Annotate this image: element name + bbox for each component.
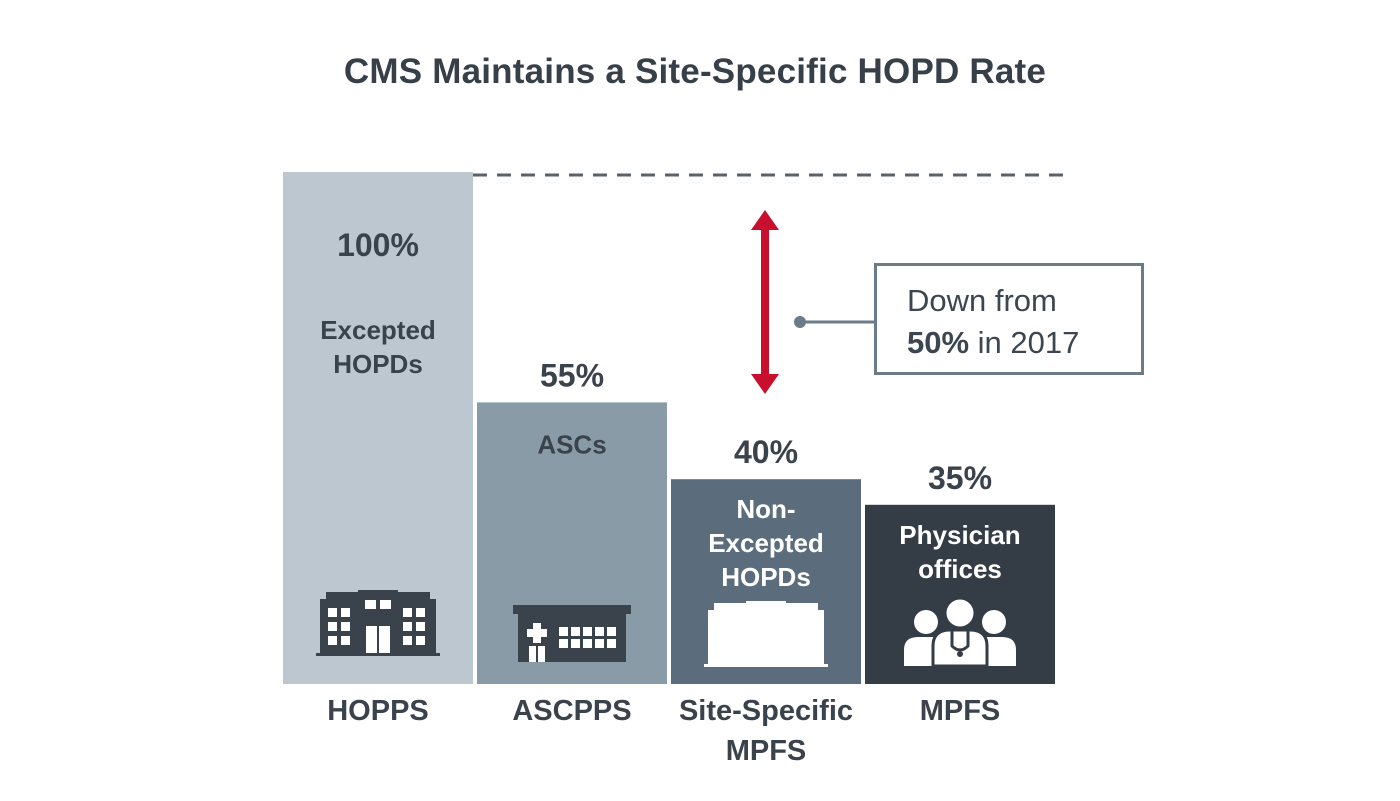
callout-value: 50% xyxy=(907,325,970,360)
value-label-4: 35% xyxy=(928,460,992,496)
category-label-3-line-2: MPFS xyxy=(726,735,807,767)
red-double-arrow xyxy=(751,210,779,394)
category-label-2: ASCPPS xyxy=(512,695,631,727)
bar-label-3-line-2: Excepted xyxy=(708,528,824,558)
callout-line1: Down from xyxy=(907,283,1057,318)
callout-connector-dot xyxy=(794,316,806,328)
hospital-icon xyxy=(316,590,440,656)
category-label-1: HOPPS xyxy=(327,695,429,727)
physicians-group-icon xyxy=(904,596,1016,668)
bar-label-1-line-1: Excepted xyxy=(320,315,436,345)
bar-label-3-line-1: Non- xyxy=(736,494,795,524)
category-label-4: MPFS xyxy=(920,695,1001,727)
bar-label-1-line-2: HOPDs xyxy=(333,349,423,379)
callout-line2: 50% in 2017 xyxy=(907,322,1141,364)
bar-label-4-line-2: offices xyxy=(918,554,1002,584)
bar-label-2-line-1: ASCs xyxy=(537,429,606,459)
bar-label-3-line-3: HOPDs xyxy=(721,562,811,592)
callout-box: Down from 50% in 2017 xyxy=(874,263,1144,375)
hospital-icon xyxy=(704,601,828,667)
clinic-icon xyxy=(513,605,631,662)
value-label-2: 55% xyxy=(540,357,604,393)
callout-suffix: in 2017 xyxy=(969,325,1080,360)
bar-label-4-line-1: Physician xyxy=(899,520,1020,550)
value-label-1: 100% xyxy=(337,227,419,263)
chart-title: CMS Maintains a Site-Specific HOPD Rate xyxy=(343,52,1047,91)
category-label-3-line-1: Site-Specific xyxy=(679,695,853,727)
value-label-3: 40% xyxy=(734,434,798,470)
